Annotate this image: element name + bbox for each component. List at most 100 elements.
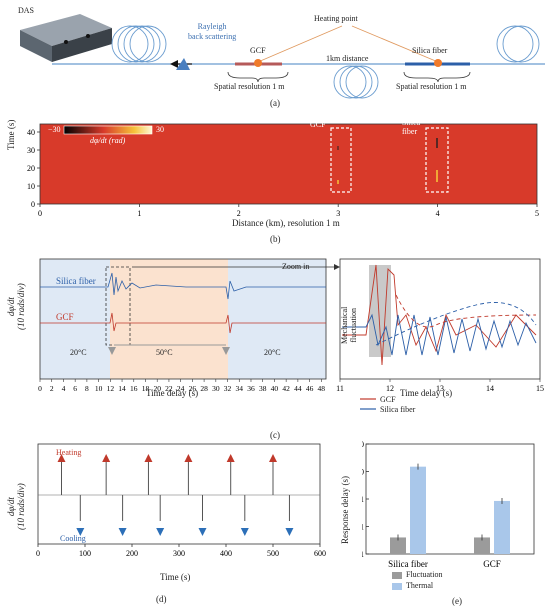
x-tick-label: 1 [137,209,141,218]
y-tick-label: 40 [27,128,35,137]
category-label: GCF [483,559,501,569]
x-tick-label: 12 [107,384,115,393]
caption-e: (e) [452,596,462,606]
caption-c: (c) [270,430,280,440]
x-tick-label: 22 [165,384,173,393]
x-tick-label: 400 [220,549,232,558]
x-tick-label: 2 [50,384,54,393]
zoom-x-tick-label: 12 [386,384,394,393]
zoom-label: Zoom in [282,262,310,271]
x-tick-label: 24 [177,384,185,393]
trace-label-silica: Silica fiber [56,276,96,286]
fiber-coil-icon [496,25,540,63]
silica-highlight-box [425,127,449,193]
silica-trace [40,272,326,300]
x-tick-label: 3 [336,209,340,218]
rayleigh-label: Rayleigh back scattering [188,22,237,41]
colorbar-min: −30 [48,125,61,134]
caption-b: (b) [270,234,281,244]
panel-c-ylabel: dφ/dt (10 rads/div) [6,283,26,330]
legend-thermal-swatch [392,583,402,590]
cooling-arrow-icon [240,528,249,536]
mechanical-fluctuation-region [369,265,391,357]
x-tick-label: 500 [267,549,279,558]
heating-dot-icon [254,59,262,67]
zoom-x-tick-label: 11 [336,384,344,393]
zoom-x-tick-label: 14 [486,384,494,393]
heating-arrow-icon [57,454,66,462]
panel-c-plots: 0 2 4 6 8 10 12 14 16 18 20 22 24 26 28 30 32 34 36 38 40 42 4… [38,258,544,410]
y-tick-label: 0.1 [362,523,364,532]
bar [474,537,490,554]
cooling-arrow-icon [198,528,207,536]
heatmap-area [39,123,538,205]
legend-thermal-label: Thermal [406,581,434,590]
heating-label: Heating [56,448,82,457]
x-tick-label: 4 [62,384,66,393]
x-tick-label: 0 [38,384,42,393]
gcf-label: GCF [250,46,266,55]
bar [390,537,406,554]
x-tick-label: 34 [236,384,244,393]
x-tick-label: 28 [200,384,208,393]
heat-region [110,259,228,379]
temp-right: 20°C [264,348,281,357]
distance-label: 1km distance [326,54,369,63]
silica-label: Silica fiber [412,46,448,55]
y-tick-label: 10 [27,182,35,191]
x-tick-label: 30 [212,384,220,393]
panel-d-xlabel: Time (s) [160,572,191,582]
panel-e-chart: 0.01 0.1 1 10 100 Silica fiber GCF [362,440,535,590]
trace-label-gcf: GCF [56,312,74,322]
x-tick-label: 36 [247,384,255,393]
y-tick-label: 100 [362,440,364,449]
y-tick-label: 0.01 [362,550,364,559]
legend-silica-label: Silica fiber [380,405,416,414]
x-tick-label: 20 [153,384,161,393]
x-tick-label: 8 [85,384,89,393]
heating-arrow-icon [226,454,235,462]
x-tick-label: 200 [126,549,138,558]
legend-gcf-label: GCF [380,395,396,404]
x-tick-label: 10 [95,384,103,393]
colorbar [63,125,153,135]
panel-c-xlabel: Time delay (s) [146,388,199,398]
temp-left: 20°C [70,348,87,357]
heating-point-label: Heating point [314,14,358,23]
heating-dot-icon [434,59,442,67]
cooling-arrow-icon [118,528,127,536]
zoom-gcf-trace [342,264,537,366]
das-device-icon [20,14,112,62]
legend-fluctuation-label: Fluctuation [406,570,443,579]
y-tick-label: 0 [31,200,35,209]
caption-a: (a) [270,98,280,108]
zoom-silica-trace [342,313,537,356]
zoom-x-tick-label: 15 [536,384,544,393]
x-tick-label: 40 [271,384,279,393]
x-tick-label: 100 [79,549,91,558]
x-tick-label: 44 [294,384,302,393]
panel-b-ylabel: Time (s) [6,119,16,150]
bar [410,466,426,554]
heatmap-silica-label: Silica fiber [402,118,421,136]
x-tick-label: 42 [282,384,290,393]
legend-fluctuation-swatch [392,572,402,579]
colorbar-label: dφ/dt (rad) [90,136,126,145]
category-label: Silica fiber [388,559,428,569]
cooling-label: Cooling [60,534,86,543]
x-tick-label: 18 [142,384,150,393]
spatial-resolution-right: Spatial resolution 1 m [396,82,467,91]
x-tick-label: 6 [73,384,77,393]
fiber-coil-icon [333,65,379,99]
cooling-arrow-icon [156,528,165,536]
panel-b-xlabel: Distance (km), resolution 1 m [232,218,340,228]
x-tick-label: 26 [189,384,197,393]
y-tick-label: 10 [362,468,364,477]
heatmap-gcf-label: GCF [310,120,326,129]
x-tick-label: 4 [436,209,440,218]
caption-d: (d) [156,594,167,604]
x-tick-label: 300 [173,549,185,558]
x-tick-label: 16 [130,384,138,393]
panel-d-plot: 0 100 200 300 400 500 600 [36,443,326,558]
gcf-trace [40,312,326,334]
